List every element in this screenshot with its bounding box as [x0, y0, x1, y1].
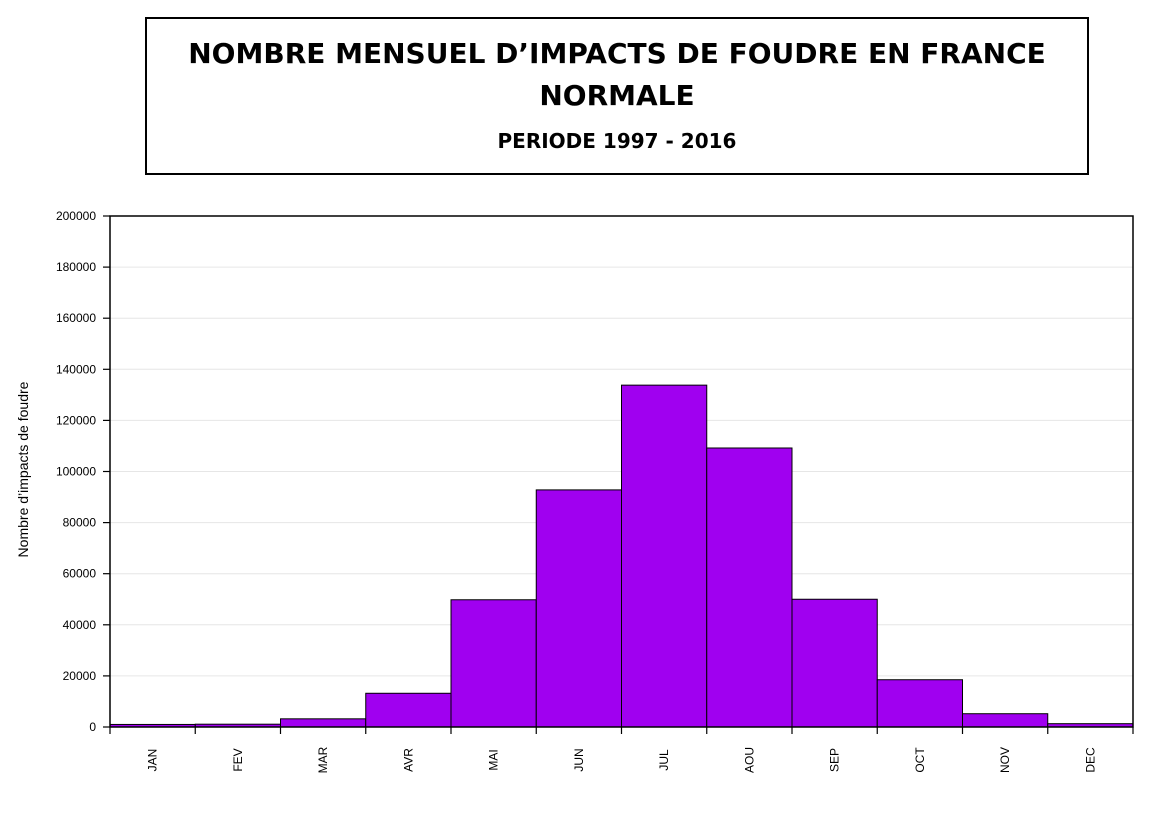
x-tick-label: DEC	[1083, 747, 1097, 773]
x-tick-label: AOU	[742, 747, 756, 773]
y-tick-label: 40000	[63, 618, 97, 632]
y-tick-label: 120000	[56, 413, 96, 427]
chart-title: NOMBRE MENSUEL D’IMPACTS DE FOUDRE EN FR…	[188, 37, 1046, 70]
y-tick-label: 160000	[56, 311, 96, 325]
x-tick-label: FEV	[231, 748, 245, 771]
x-tick-label: MAR	[316, 746, 330, 773]
bar-jun	[535, 489, 622, 728]
y-tick-label: 20000	[63, 669, 97, 683]
x-tick-label: NOV	[998, 747, 1012, 773]
y-tick-label: 0	[89, 720, 96, 734]
x-tick-label: AVR	[401, 748, 415, 772]
bar-oct	[876, 679, 963, 728]
bar-nov	[962, 713, 1049, 728]
bar-sep	[791, 598, 878, 728]
y-tick-label: 60000	[63, 567, 97, 581]
x-tick-label: SEP	[828, 748, 842, 772]
bar-mar	[280, 718, 367, 728]
y-tick-label: 100000	[56, 465, 96, 479]
title-box: NOMBRE MENSUEL D’IMPACTS DE FOUDRE EN FR…	[145, 17, 1089, 175]
x-tick-label: OCT	[913, 747, 927, 773]
bar-mai	[450, 599, 537, 728]
chart-subtitle: PERIODE 1997 - 2016	[497, 129, 737, 153]
y-tick-label: 180000	[56, 260, 96, 274]
x-tick-label: MAI	[487, 749, 501, 770]
bar-aou	[706, 447, 793, 728]
y-tick-label: 80000	[63, 516, 97, 530]
x-tick-label: JUL	[657, 749, 671, 771]
x-tick-label: JUN	[572, 748, 586, 771]
y-tick-label: 140000	[56, 362, 96, 376]
x-tick-label: JAN	[146, 749, 160, 772]
bar-avr	[365, 692, 452, 728]
bar-jul	[621, 384, 708, 728]
chart-title-line2: NORMALE	[539, 79, 695, 112]
y-axis-label: Nombre d’impacts de foudre	[15, 381, 31, 557]
y-tick-label: 200000	[56, 209, 96, 223]
